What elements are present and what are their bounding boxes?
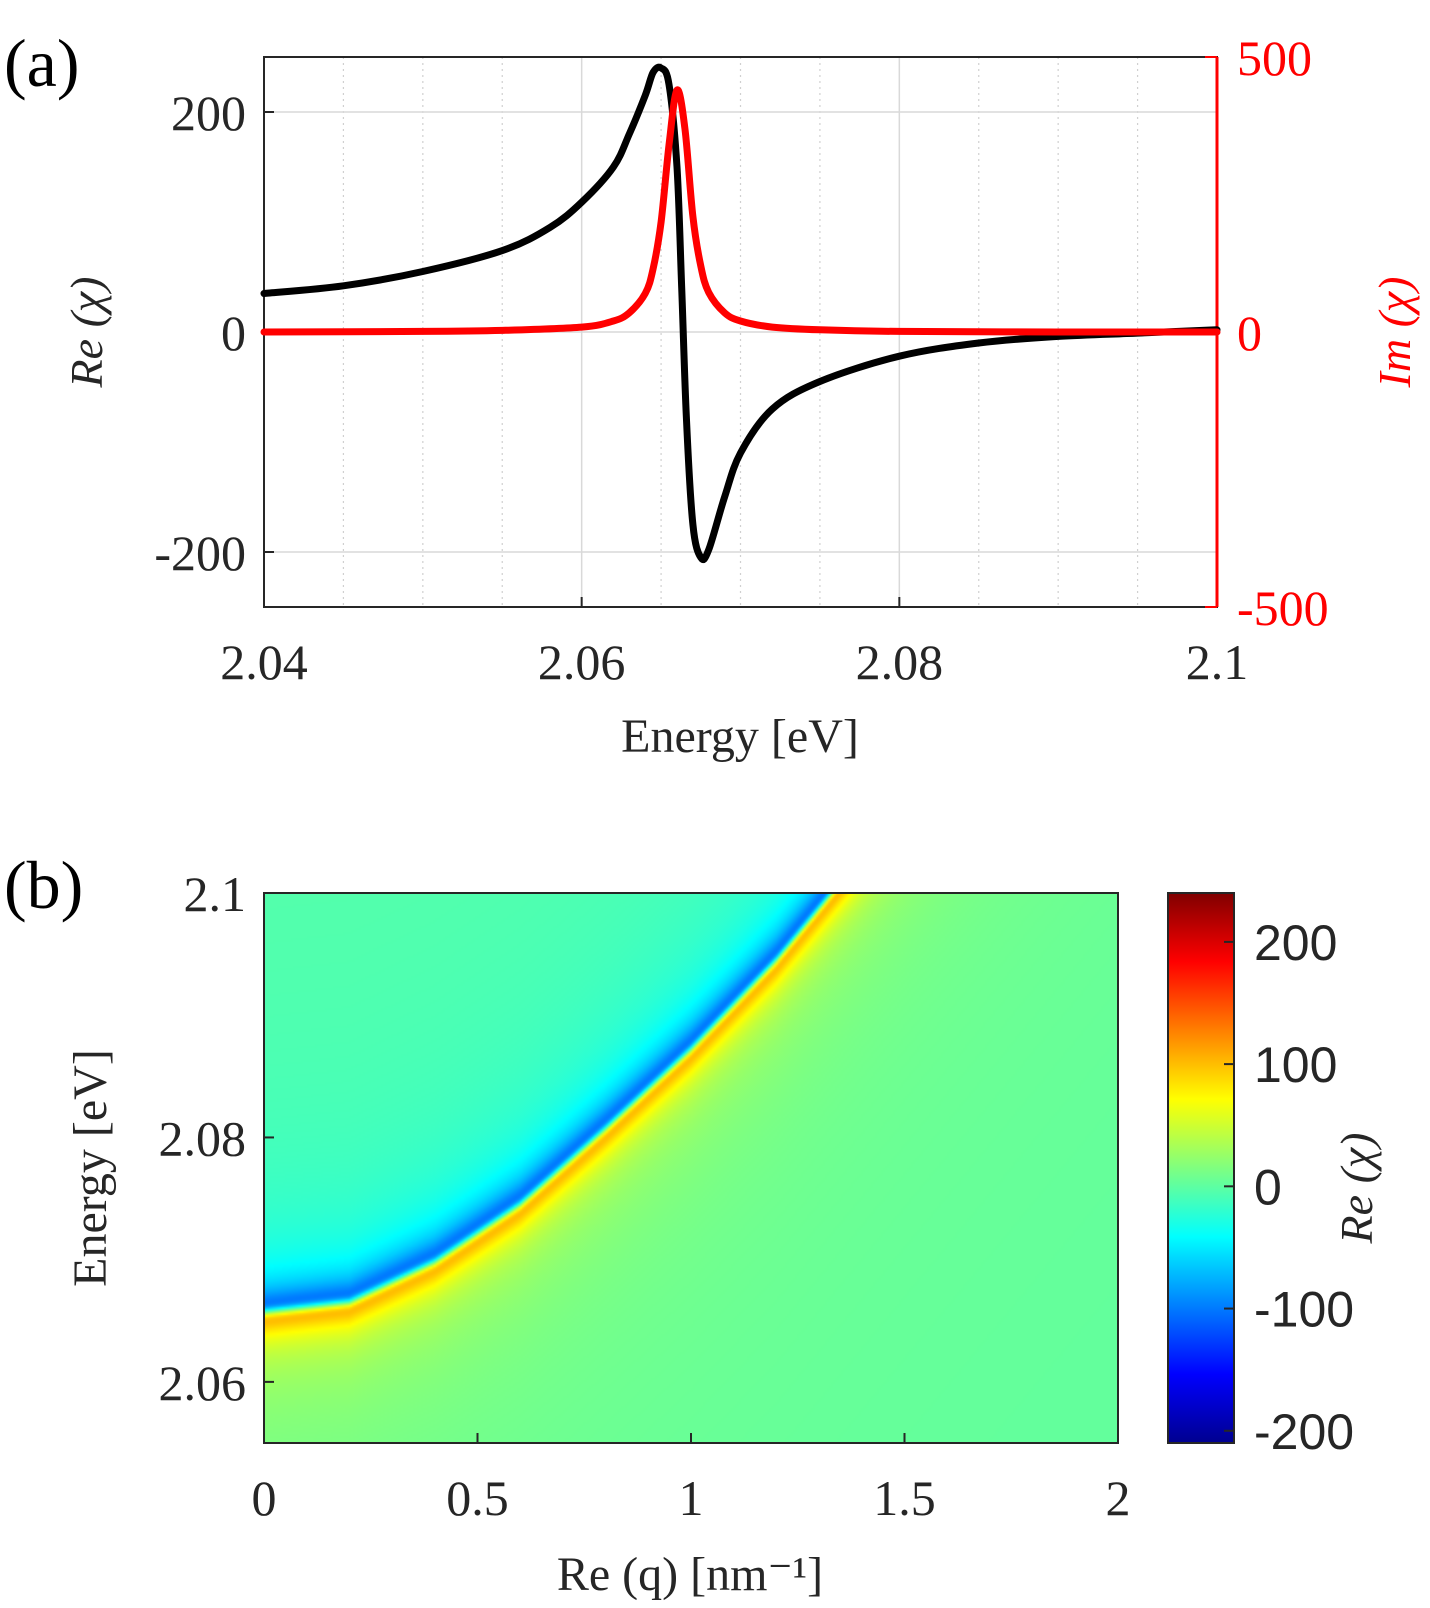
panel-b-x-ticks: 0 0.5 1 1.5 2 [252, 1433, 1131, 1526]
colorbar-ticks: -200 -100 0 100 200 [1224, 915, 1354, 1460]
panel-b-y-ticks: 2.06 2.08 2.1 [159, 866, 274, 1411]
panel-b-x-axis-label: Re (q) [nm⁻¹] [557, 1548, 823, 1601]
panel-a-right-y-tick-label: 500 [1237, 30, 1312, 86]
panel-b-heatmap [264, 893, 1118, 1443]
panel-a-right-y-axis-label: Im (χ) [1369, 277, 1420, 389]
panel-b-x-tick-label: 1.5 [873, 1470, 936, 1526]
colorbar-label: Re (χ) [1331, 1133, 1382, 1245]
panel-a-left-y-tick-label: 0 [221, 305, 246, 361]
colorbar-tick-label: 0 [1254, 1159, 1282, 1215]
im-chi-line [260, 86, 1221, 336]
panel-a-left-y-tick-label: -200 [154, 525, 246, 581]
panel-a-x-tick-label: 2.1 [1186, 634, 1249, 690]
colorbar-tick-label: 100 [1254, 1037, 1337, 1093]
colorbar [1167, 892, 1235, 1444]
panel-a-x-tick-label: 2.06 [538, 634, 626, 690]
panel-a-x-tick-label: 2.08 [856, 634, 944, 690]
panel-a-right-y-ticks: -500 0 500 [1205, 30, 1329, 636]
panel-b-y-tick-label: 2.06 [159, 1355, 247, 1411]
panel-a-x-axis-label: Energy [eV] [621, 710, 859, 763]
panel-b-x-tick-label: 0 [252, 1470, 277, 1526]
panel-a-label: (a) [4, 25, 79, 101]
panel-b-x-tick-label: 0.5 [446, 1470, 509, 1526]
panel-b-y-axis-label: Energy [eV] [64, 1049, 117, 1287]
panel-a-left-y-tick-label: 200 [171, 85, 246, 141]
panel-a-left-y-ticks: -200 0 200 [154, 85, 274, 581]
panel-b-y-tick-label: 2.1 [184, 866, 247, 922]
panel-a-x-ticks: 2.04 2.06 2.08 2.1 [220, 597, 1248, 690]
panel-b-x-tick-label: 2 [1106, 1470, 1131, 1526]
panel-b-y-tick-label: 2.08 [159, 1110, 247, 1166]
colorbar-tick-label: -200 [1254, 1404, 1354, 1460]
panel-a-right-y-tick-label: -500 [1237, 580, 1329, 636]
panel-a-x-tick-label: 2.04 [220, 634, 308, 690]
panel-a-series [260, 63, 1221, 564]
re-chi-line [260, 63, 1221, 564]
panel-b-label: (b) [4, 847, 83, 923]
panel-a-right-y-tick-label: 0 [1237, 305, 1262, 361]
panel-b-x-tick-label: 1 [679, 1470, 704, 1526]
colorbar-tick-label: -100 [1254, 1282, 1354, 1338]
colorbar-tick-label: 200 [1254, 915, 1337, 971]
panel-a-left-y-axis-label: Re (χ) [61, 277, 112, 389]
